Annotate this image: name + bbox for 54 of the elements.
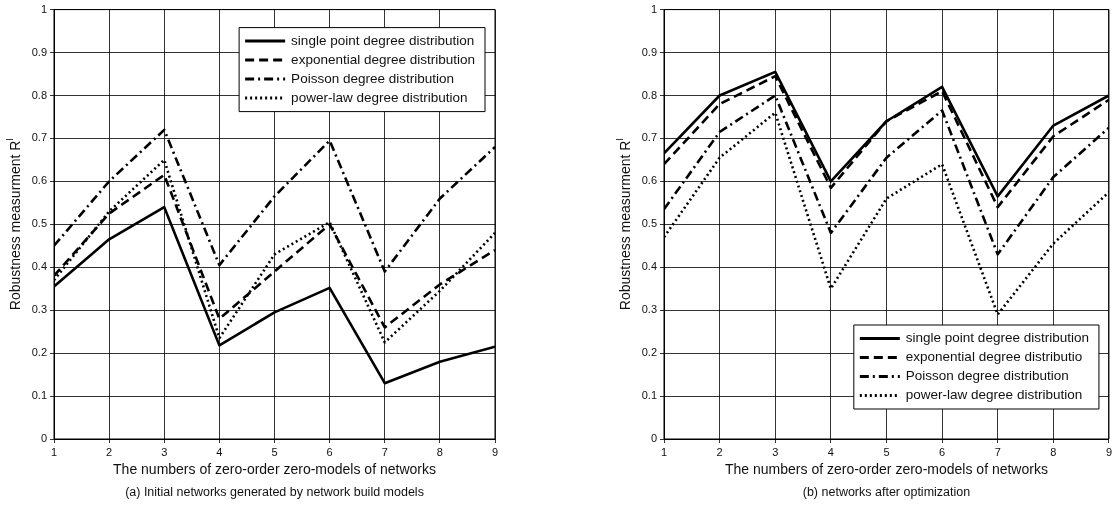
y-tick-label: 0.2 (31, 346, 47, 359)
x-tick-label: 8 (436, 445, 443, 458)
y-tick-label: 0.2 (641, 346, 657, 359)
y-tick-label: 0.8 (641, 88, 657, 101)
legend-label: Poisson degree distribution (905, 368, 1069, 384)
y-tick-label: 0.7 (641, 131, 657, 144)
x-tick-label: 7 (381, 445, 388, 458)
y-tick-label: 0.1 (641, 389, 657, 402)
x-tick-label: 3 (772, 445, 779, 458)
x-axis-title: The numbers of zero-order zero-models of networks (725, 460, 1048, 477)
x-tick-label: 1 (660, 445, 668, 458)
x-tick-label: 9 (1105, 445, 1112, 458)
y-tick-label: 1 (650, 2, 657, 15)
y-tick-label: 0.3 (641, 303, 657, 316)
x-tick-label: 3 (161, 445, 168, 458)
legend-label: exponential degree distribution (291, 51, 476, 67)
y-tick-label: 0.7 (31, 131, 47, 144)
x-axis-title: The numbers of zero-order zero-models of networks (113, 460, 436, 477)
legend-label: Poisson degree distribution (291, 70, 454, 86)
x-tick-label: 4 (827, 445, 834, 458)
y-tick-label: 0.6 (31, 174, 47, 187)
legend-label: single point degree distribution (905, 330, 1089, 346)
y-tick-label: 0.4 (641, 260, 657, 273)
x-tick-label: 1 (50, 445, 58, 458)
x-tick-label: 7 (994, 445, 1001, 458)
text: (a) Initial networks generated by network build models (125, 485, 424, 500)
legend-label: power-law degree distribution (291, 89, 468, 105)
x-tick-label: 2 (106, 445, 113, 458)
y-tick-label: 0.9 (31, 45, 47, 58)
x-tick-label: 4 (216, 445, 223, 458)
x-tick-label: 5 (883, 445, 890, 458)
y-axis-title: Robustness measurment Rl (614, 138, 633, 311)
y-tick-label: 0.1 (31, 389, 47, 402)
y-tick-label: 0.6 (641, 174, 657, 187)
y-axis-title: Robustness measurment Rl (4, 138, 23, 311)
legend-label: single point degree distribution (291, 32, 475, 48)
x-tick-label: 5 (271, 445, 278, 458)
legend-label: power-law degree distribution (905, 387, 1083, 403)
y-tick-label: 0 (40, 432, 47, 445)
x-tick-label: 8 (1050, 445, 1057, 458)
y-tick-label: 0 (650, 432, 657, 445)
text: (b) networks after optimization (802, 485, 971, 500)
x-tick-label: 6 (326, 445, 333, 458)
y-tick-label: 0.3 (31, 303, 47, 316)
y-tick-label: 0.4 (31, 260, 47, 273)
x-tick-label: 9 (491, 445, 499, 458)
y-tick-label: 0.8 (31, 88, 47, 101)
y-tick-label: 0.5 (31, 217, 47, 230)
x-tick-label: 2 (716, 445, 723, 458)
x-tick-label: 6 (939, 445, 946, 458)
y-tick-label: 1 (40, 2, 47, 15)
y-tick-label: 0.5 (641, 217, 657, 230)
legend-label: exponential degree distributio (905, 349, 1083, 365)
y-tick-label: 0.9 (641, 45, 657, 58)
